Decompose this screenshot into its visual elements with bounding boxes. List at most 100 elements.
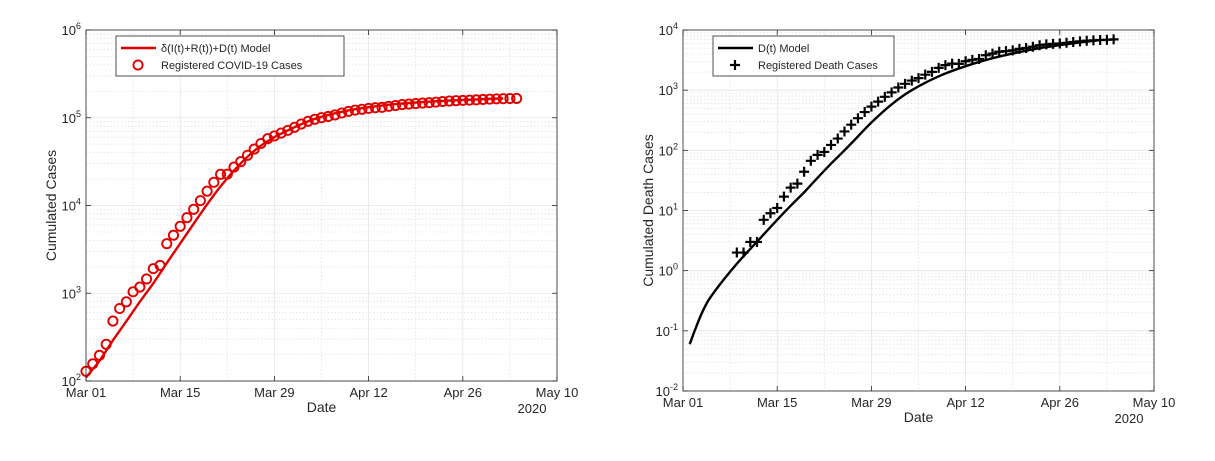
data-point [497, 93, 509, 105]
y-tick-exponent: 4 [673, 21, 678, 31]
y-tick-exponent: 3 [76, 284, 81, 294]
data-point [369, 102, 381, 114]
data-point [322, 110, 334, 123]
x-tick-label: Mar 29 [254, 385, 294, 400]
data-point [778, 191, 789, 202]
data-point [416, 97, 428, 109]
y-tick-base: 10 [659, 143, 673, 158]
y-tick-base: 10 [62, 199, 76, 214]
data-point [215, 168, 227, 180]
y-tick-label: 103 [62, 284, 81, 301]
y-tick-exponent: 2 [76, 372, 81, 382]
y-tick-label: 102 [62, 372, 81, 389]
x-tick-label: Mar 01 [663, 395, 703, 410]
data-point [846, 119, 857, 130]
data-point [758, 214, 769, 225]
data-point [477, 93, 489, 106]
data-point [873, 96, 884, 107]
x-tick-label: Mar 15 [160, 385, 200, 400]
y-tick-exponent: 3 [673, 81, 678, 91]
y-tick-base: 10 [656, 324, 670, 339]
y-tick-base: 10 [62, 111, 76, 126]
data-point [430, 96, 442, 108]
legend-label: δ(I(t)+R(t))+D(t) Model [161, 43, 270, 55]
data-point [248, 143, 260, 155]
data-point [987, 48, 998, 59]
data-point [980, 50, 991, 61]
data-point [120, 296, 132, 308]
y-tick-label: 100 [659, 262, 678, 279]
data-point [1027, 41, 1038, 52]
x-axis-label: Date [307, 399, 337, 415]
data-point [389, 100, 402, 112]
x-axis: Mar 01 Mar 15 Mar 29 Apr 12 Apr 26 May 102020… [663, 30, 1176, 426]
data-point [114, 302, 126, 315]
y-tick-label: 105 [62, 109, 81, 126]
y-tick-label: 102 [659, 141, 678, 158]
data-point [826, 139, 837, 150]
y-tick-label: 104 [659, 21, 678, 38]
y-axis-label: Cumulated Death Cases [640, 134, 656, 287]
data-point [403, 98, 415, 110]
y-tick-base: 10 [62, 374, 76, 389]
data-point [396, 98, 408, 111]
data-point [141, 273, 153, 285]
legend-label: Registered Death Cases [758, 60, 878, 72]
data-point [799, 166, 810, 177]
data-point [738, 247, 749, 258]
year-label: 2020 [1115, 411, 1144, 426]
year-label: 2020 [518, 401, 547, 416]
data-point [832, 133, 843, 144]
data-point [309, 113, 321, 125]
x-tick-label: May 10 [536, 385, 579, 400]
data-point [839, 126, 850, 137]
legend-marker-swatch [730, 60, 740, 70]
data-point [410, 97, 422, 110]
data-point [792, 178, 803, 189]
data-point [87, 358, 99, 370]
y-tick-exponent: 0 [673, 262, 678, 272]
data-point [295, 118, 307, 130]
y-tick-exponent: 4 [76, 197, 81, 207]
data-point [906, 75, 917, 86]
x-tick-label: Mar 01 [66, 385, 106, 400]
data-point [262, 133, 274, 145]
data-point [235, 156, 247, 168]
data-point [336, 107, 348, 119]
data-point [188, 203, 200, 215]
y-tick-label: 10-2 [656, 382, 678, 399]
data-point [93, 349, 106, 361]
data-point [268, 130, 280, 142]
data-point [221, 168, 233, 180]
data-point [819, 146, 830, 157]
data-point [752, 236, 763, 247]
data-point [900, 78, 911, 89]
data-point [315, 112, 328, 124]
legend-label: Registered COVID-19 Cases [161, 60, 303, 72]
data-point [470, 94, 482, 106]
y-tick-label: 104 [62, 197, 81, 214]
data-point [208, 176, 220, 188]
data-point [859, 107, 870, 118]
data-point [194, 195, 206, 207]
x-tick-label: May 10 [1133, 395, 1176, 410]
data-point [457, 94, 469, 106]
data-point [879, 91, 890, 102]
data-point [349, 104, 361, 116]
data-point [1108, 34, 1119, 45]
y-tick-exponent: 5 [76, 109, 81, 119]
y-tick-label: 103 [659, 81, 678, 98]
data-point [383, 100, 395, 112]
x-tick-label: Apr 26 [444, 385, 482, 400]
y-tick-label: 10-1 [656, 322, 678, 339]
legend: δ(I(t)+R(t))+D(t) Model Registered COVID-… [115, 35, 345, 77]
data-point [812, 149, 823, 160]
data-point [363, 102, 375, 114]
data-point [356, 103, 368, 115]
right-panel: Mar 01 Mar 15 Mar 29 Apr 12 Apr 26 May 102020… [640, 21, 1175, 426]
data-point [933, 62, 944, 73]
y-tick-base: 10 [659, 23, 673, 38]
